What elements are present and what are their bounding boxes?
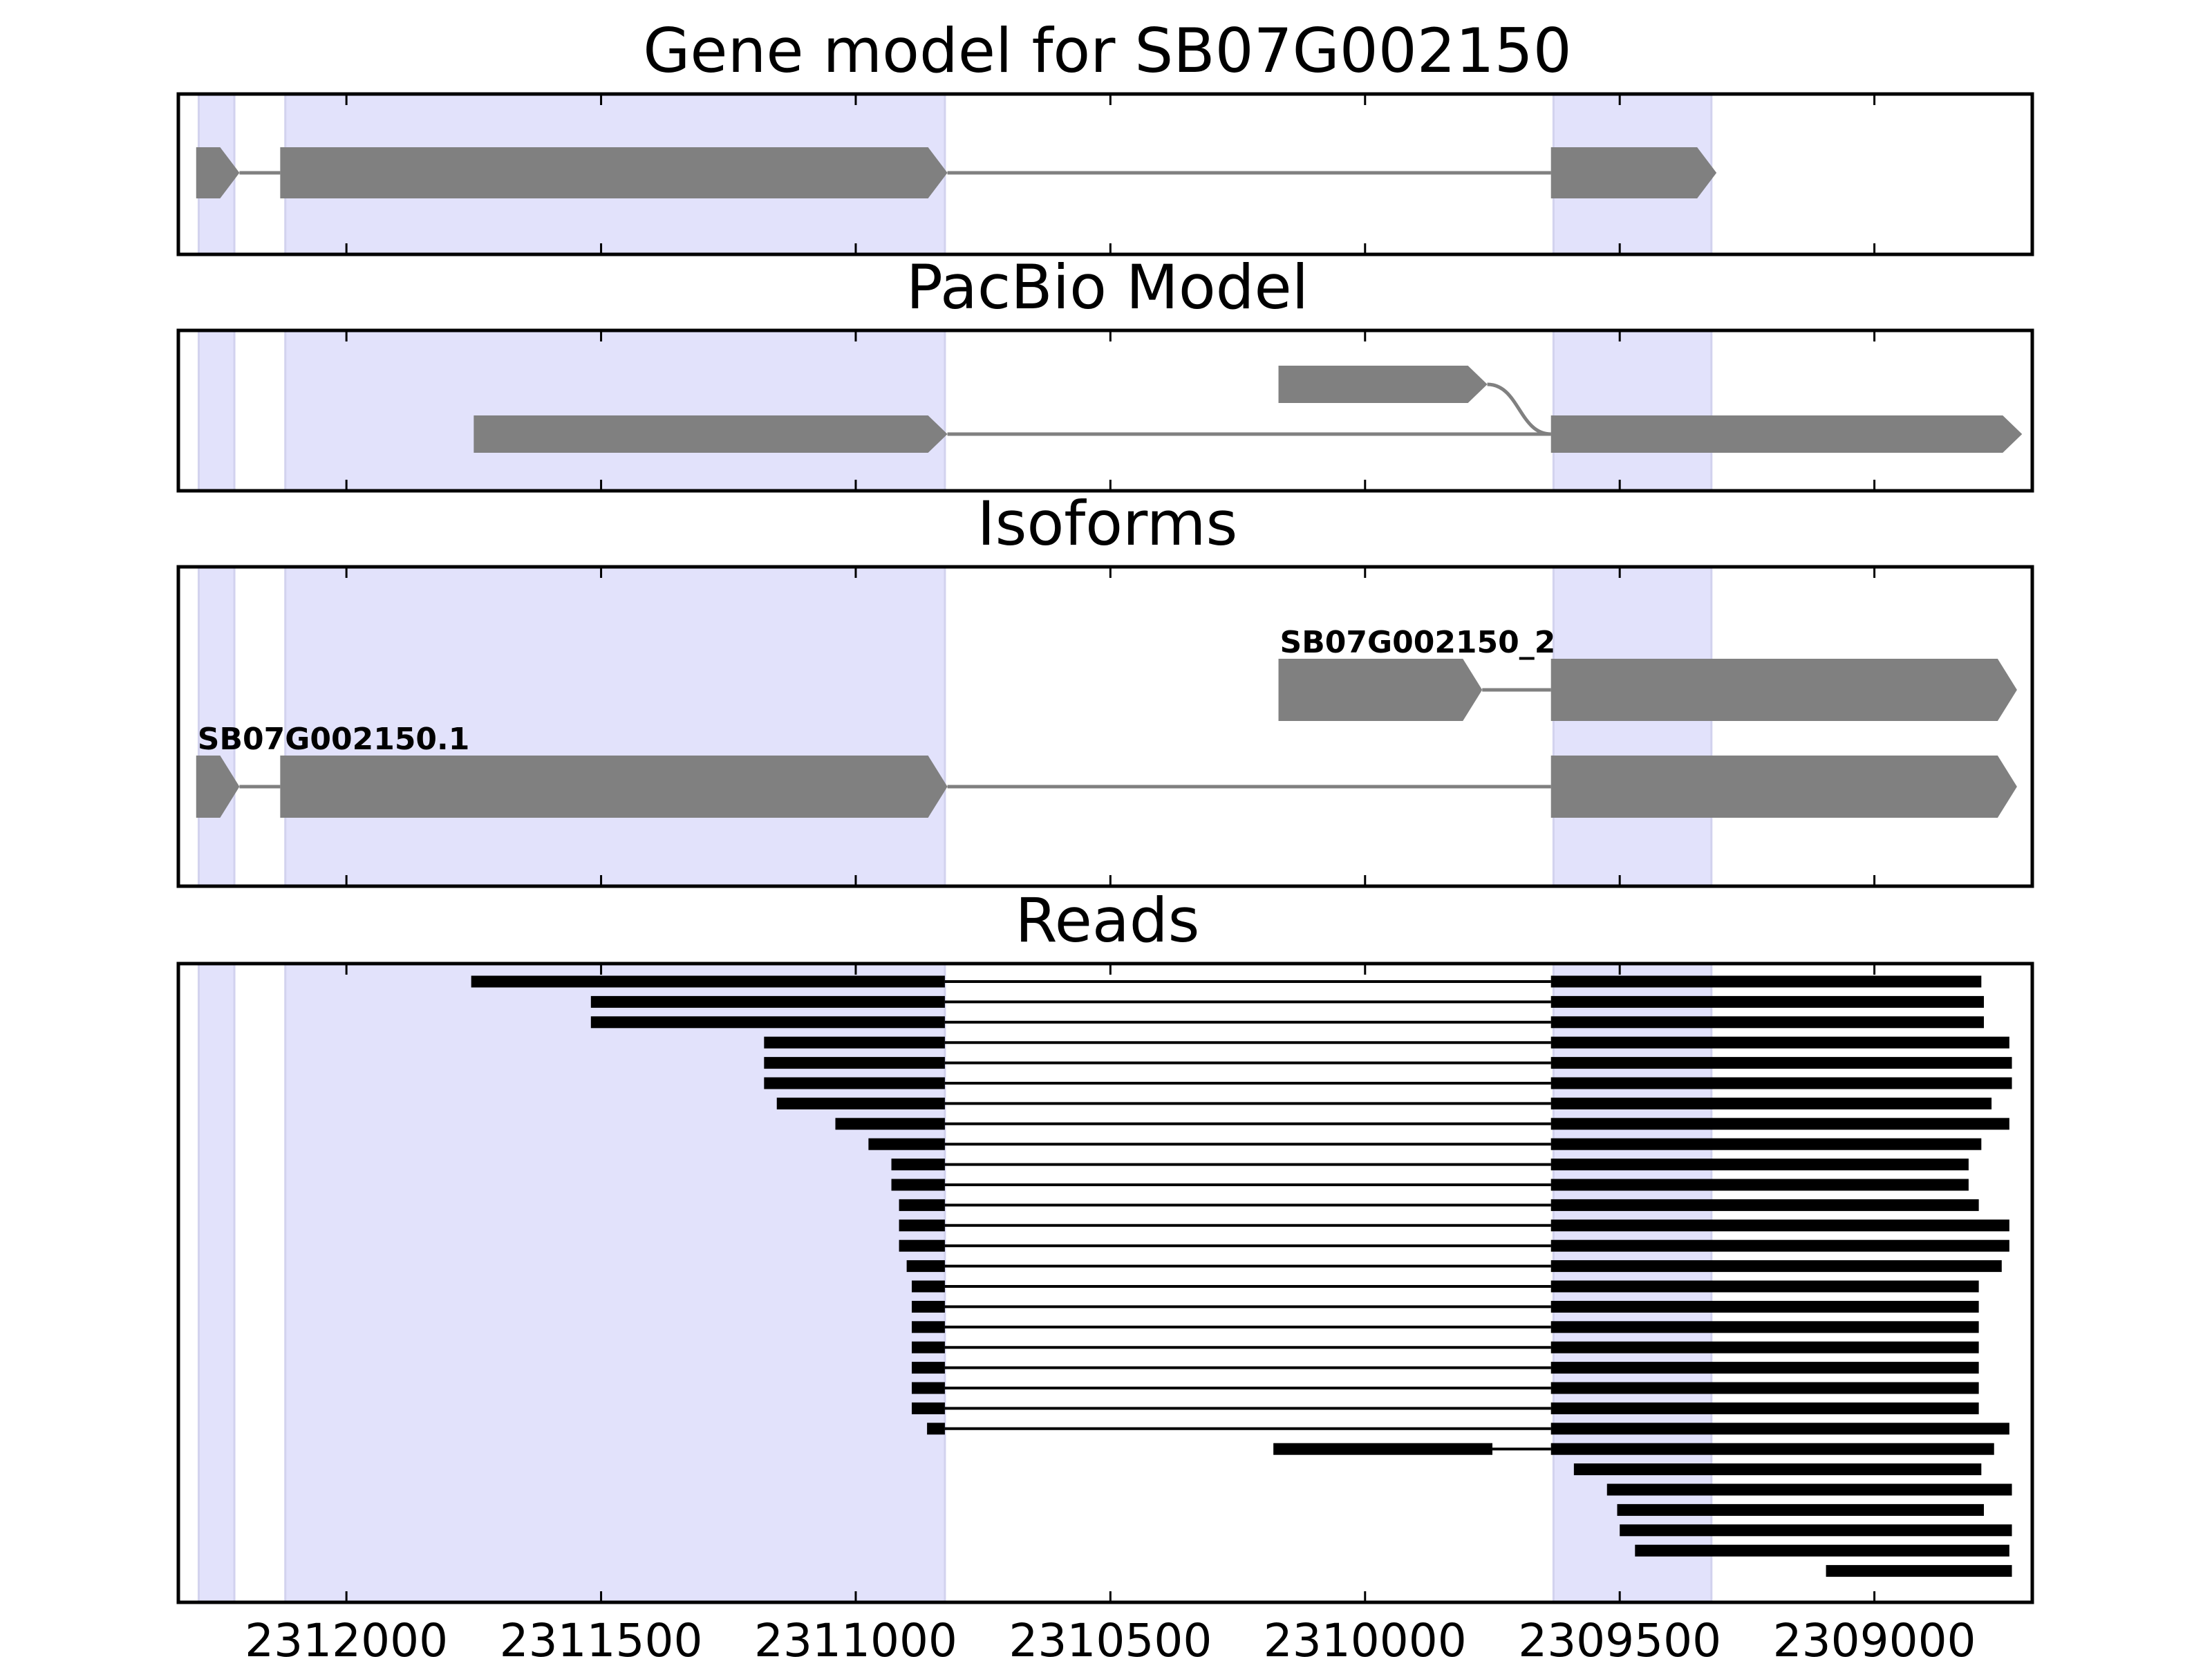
intron-connector bbox=[1488, 384, 1551, 434]
read-block bbox=[591, 996, 945, 1008]
gene-model-title: Gene model for SB07G002150 bbox=[643, 15, 1572, 86]
read-block bbox=[1551, 1321, 1979, 1333]
x-tick-label: 2309500 bbox=[1518, 1614, 1721, 1659]
read-block bbox=[1551, 1078, 2012, 1089]
read-block bbox=[899, 1219, 945, 1231]
read-block bbox=[764, 1078, 945, 1089]
read-block bbox=[1551, 1443, 1994, 1455]
read-block bbox=[764, 1057, 945, 1069]
read-block bbox=[1551, 1281, 1979, 1293]
isoform-exon bbox=[1279, 659, 1483, 721]
read-block bbox=[1551, 1057, 2012, 1069]
read-block bbox=[912, 1382, 945, 1394]
highlight-region bbox=[198, 330, 234, 491]
read-block bbox=[1551, 1016, 1984, 1028]
pacbio-exon bbox=[1279, 366, 1488, 403]
read-block bbox=[899, 1240, 945, 1252]
pacbio-model-panel bbox=[178, 330, 2032, 491]
gene-exon bbox=[1551, 147, 1716, 198]
read-block bbox=[912, 1342, 945, 1353]
read-block bbox=[1551, 1362, 1979, 1374]
read-block bbox=[1826, 1565, 2012, 1577]
reads-panel bbox=[178, 964, 2032, 1602]
read-block bbox=[764, 1037, 945, 1049]
x-tick-label: 2312000 bbox=[245, 1614, 448, 1659]
reads-title: Reads bbox=[1015, 885, 1200, 956]
read-block bbox=[471, 976, 945, 988]
highlight-region bbox=[285, 330, 945, 491]
highlight-region bbox=[198, 964, 234, 1602]
read-block bbox=[912, 1321, 945, 1333]
read-block bbox=[1551, 1118, 2009, 1130]
gene-exon bbox=[280, 147, 947, 198]
read-block bbox=[591, 1016, 945, 1028]
read-block bbox=[1635, 1545, 2009, 1557]
x-tick-label: 2309000 bbox=[1773, 1614, 1976, 1659]
read-block bbox=[1551, 976, 1982, 988]
read-block bbox=[1617, 1504, 1984, 1516]
read-block bbox=[1551, 1403, 1979, 1414]
read-block bbox=[1551, 1037, 2009, 1049]
read-block bbox=[1551, 1159, 1969, 1170]
x-tick-label: 2311000 bbox=[754, 1614, 957, 1659]
read-block bbox=[892, 1159, 945, 1170]
read-block bbox=[912, 1362, 945, 1374]
read-block bbox=[1551, 1342, 1979, 1353]
read-block bbox=[899, 1199, 945, 1211]
read-block bbox=[1551, 1240, 2009, 1252]
isoforms-panel: SB07G002150.1 SB07G002150_2 bbox=[178, 567, 2032, 886]
x-tick-label: 2311500 bbox=[500, 1614, 703, 1659]
read-block bbox=[1551, 1382, 1979, 1394]
highlight-region bbox=[1553, 330, 1711, 491]
read-block bbox=[1551, 1260, 2002, 1272]
pacbio-exon bbox=[474, 415, 947, 453]
read-block bbox=[1551, 1098, 1991, 1109]
isoform-label-1: SB07G002150.1 bbox=[198, 722, 470, 757]
x-axis: 2312000 2311500 2311000 2310500 2310000 … bbox=[245, 1614, 1976, 1659]
read-block bbox=[927, 1423, 945, 1434]
read-block bbox=[912, 1403, 945, 1414]
read-block bbox=[1551, 996, 1984, 1008]
read-block bbox=[1551, 1138, 1982, 1150]
read-block bbox=[1620, 1524, 2012, 1536]
read-block bbox=[1551, 1423, 2009, 1434]
read-block bbox=[1574, 1463, 1981, 1475]
read-block bbox=[907, 1260, 945, 1272]
isoform-exon bbox=[1551, 756, 2017, 818]
read-block bbox=[912, 1301, 945, 1313]
read-block bbox=[1551, 1301, 1979, 1313]
read-block bbox=[892, 1179, 945, 1191]
read-block bbox=[777, 1098, 945, 1109]
pacbio-model-title: PacBio Model bbox=[906, 252, 1309, 323]
x-tick-label: 2310500 bbox=[1009, 1614, 1212, 1659]
read-block bbox=[1551, 1219, 2009, 1231]
pacbio-exon bbox=[1551, 415, 2023, 453]
read-block bbox=[1551, 1199, 1979, 1211]
read-block bbox=[912, 1281, 945, 1293]
x-tick-label: 2310000 bbox=[1264, 1614, 1467, 1659]
read-block bbox=[1273, 1443, 1492, 1455]
gene-model-panel bbox=[178, 94, 2032, 254]
isoforms-title: Isoforms bbox=[977, 488, 1238, 559]
isoform-exon bbox=[280, 756, 947, 818]
highlight-region bbox=[1553, 567, 1711, 886]
isoform-label-2: SB07G002150_2 bbox=[1280, 625, 1556, 660]
read-block bbox=[868, 1138, 945, 1150]
read-block bbox=[1607, 1484, 2012, 1496]
read-block bbox=[1551, 1179, 1969, 1191]
isoform-exon bbox=[1551, 659, 2017, 721]
read-block bbox=[835, 1118, 944, 1130]
